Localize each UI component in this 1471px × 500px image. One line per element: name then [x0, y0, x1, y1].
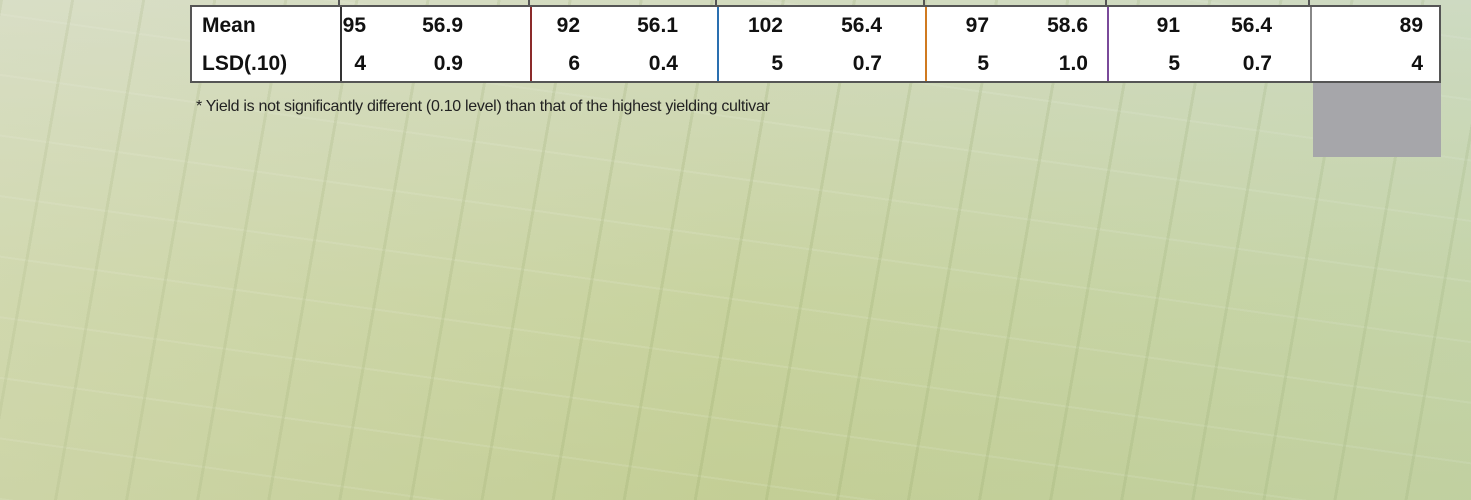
- top-tick: [528, 0, 530, 5]
- table-cell: 56.1: [637, 14, 678, 37]
- table-cell: 0.7: [852, 52, 882, 75]
- data-table: Mean 95 56.9 92 56.1 102 56.4 97 58.6 91 56.4 89 LSD…: [190, 5, 1441, 83]
- row-label: Mean: [202, 14, 256, 37]
- table-cell: 95: [342, 14, 366, 37]
- table-cell: 5: [1168, 52, 1180, 75]
- table-cell: 56.9: [422, 14, 463, 37]
- table-cell: 4: [354, 52, 366, 75]
- table-cell: 6: [568, 52, 580, 75]
- top-tick: [923, 0, 925, 5]
- column-divider: [1107, 7, 1109, 81]
- top-tick: [715, 0, 717, 5]
- table-cell: 91: [1156, 14, 1180, 37]
- gray-box: [1313, 83, 1441, 157]
- table-cell: 56.4: [1231, 14, 1272, 37]
- table-cell: 56.4: [841, 14, 882, 37]
- column-divider: [717, 7, 719, 81]
- table-cell: 1.0: [1058, 52, 1088, 75]
- table-cell: 0.9: [433, 52, 463, 75]
- table-cell: 97: [965, 14, 989, 37]
- row-label: LSD(.10): [202, 52, 288, 75]
- table-cell: 102: [747, 14, 783, 37]
- table-cell: 0.7: [1242, 52, 1272, 75]
- footnote: * Yield is not significantly different (…: [196, 98, 770, 115]
- top-tick: [1105, 0, 1107, 5]
- column-divider: [530, 7, 532, 81]
- table-cell: 0.4: [648, 52, 678, 75]
- column-divider: [925, 7, 927, 81]
- table-cell: 92: [556, 14, 580, 37]
- column-divider: [340, 7, 342, 81]
- table-cell: 5: [771, 52, 783, 75]
- top-tick: [338, 0, 340, 5]
- table-cell: 58.6: [1047, 14, 1088, 37]
- table-cell: 4: [1411, 52, 1423, 75]
- top-tick: [1308, 0, 1310, 5]
- table-cell: 89: [1399, 14, 1423, 37]
- column-divider: [1310, 7, 1312, 81]
- table-cell: 5: [977, 52, 989, 75]
